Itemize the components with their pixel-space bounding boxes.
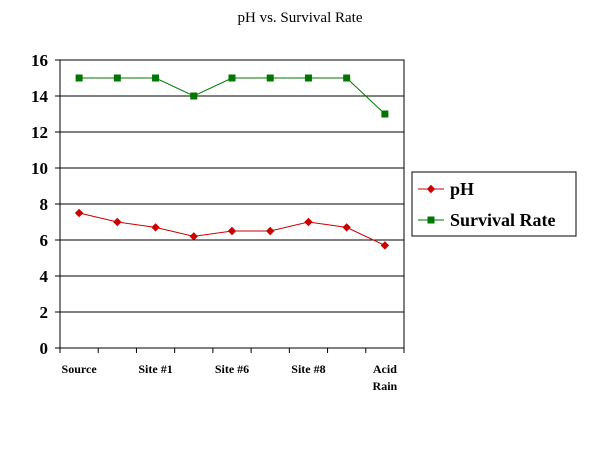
legend: pH Survival Rate bbox=[411, 171, 577, 237]
data-point-ph bbox=[113, 217, 122, 227]
x-tick-label: Site #8 bbox=[291, 362, 325, 376]
data-point-ph bbox=[151, 223, 160, 232]
y-tick-label: 4 bbox=[40, 267, 49, 286]
data-point-survival-rate bbox=[266, 74, 274, 82]
data-point-ph bbox=[227, 226, 237, 236]
data-point-survival-rate bbox=[113, 74, 121, 82]
data-point-survival-rate bbox=[228, 74, 236, 82]
series-survival-rate bbox=[75, 74, 389, 118]
y-tick-label: 10 bbox=[31, 159, 48, 178]
data-point-survival-rate bbox=[190, 92, 198, 100]
y-tick-label: 0 bbox=[40, 339, 49, 358]
data-point-ph bbox=[342, 223, 351, 232]
legend-marker-ph bbox=[426, 184, 436, 194]
x-tick-label: Acid bbox=[373, 362, 397, 376]
data-point-ph bbox=[266, 226, 275, 236]
data-point-survival-rate bbox=[304, 74, 312, 82]
x-tick-label: Site #6 bbox=[215, 362, 249, 376]
data-point-survival-rate bbox=[381, 110, 389, 118]
data-point-ph bbox=[189, 232, 198, 241]
legend-label-survival-rate: Survival Rate bbox=[450, 210, 556, 230]
data-point-ph bbox=[304, 217, 313, 227]
y-tick-label: 12 bbox=[31, 123, 48, 142]
plot-area: 0 2 4 6 8 10 12 14 16 Source Site #1 Site #6 Site #8… bbox=[31, 51, 405, 393]
data-point-ph bbox=[380, 241, 390, 250]
x-tick-label: Source bbox=[62, 362, 98, 376]
y-tick-label: 16 bbox=[31, 51, 48, 70]
data-point-survival-rate bbox=[152, 74, 160, 82]
legend-label-ph: pH bbox=[450, 179, 474, 199]
y-tick-label: 6 bbox=[40, 231, 49, 250]
series-ph bbox=[74, 208, 390, 250]
y-tick-label: 8 bbox=[40, 195, 49, 214]
data-point-ph bbox=[74, 208, 84, 218]
x-tick-label: Site #1 bbox=[138, 362, 172, 376]
x-tick-label: Rain bbox=[373, 379, 398, 393]
legend-box bbox=[411, 171, 577, 237]
chart-title: pH vs. Survival Rate bbox=[238, 10, 363, 26]
y-tick-label: 14 bbox=[31, 87, 49, 106]
legend-marker-survival-rate bbox=[427, 216, 435, 224]
y-tick-label: 2 bbox=[40, 303, 49, 322]
data-point-survival-rate bbox=[75, 74, 83, 82]
data-point-survival-rate bbox=[343, 74, 351, 82]
